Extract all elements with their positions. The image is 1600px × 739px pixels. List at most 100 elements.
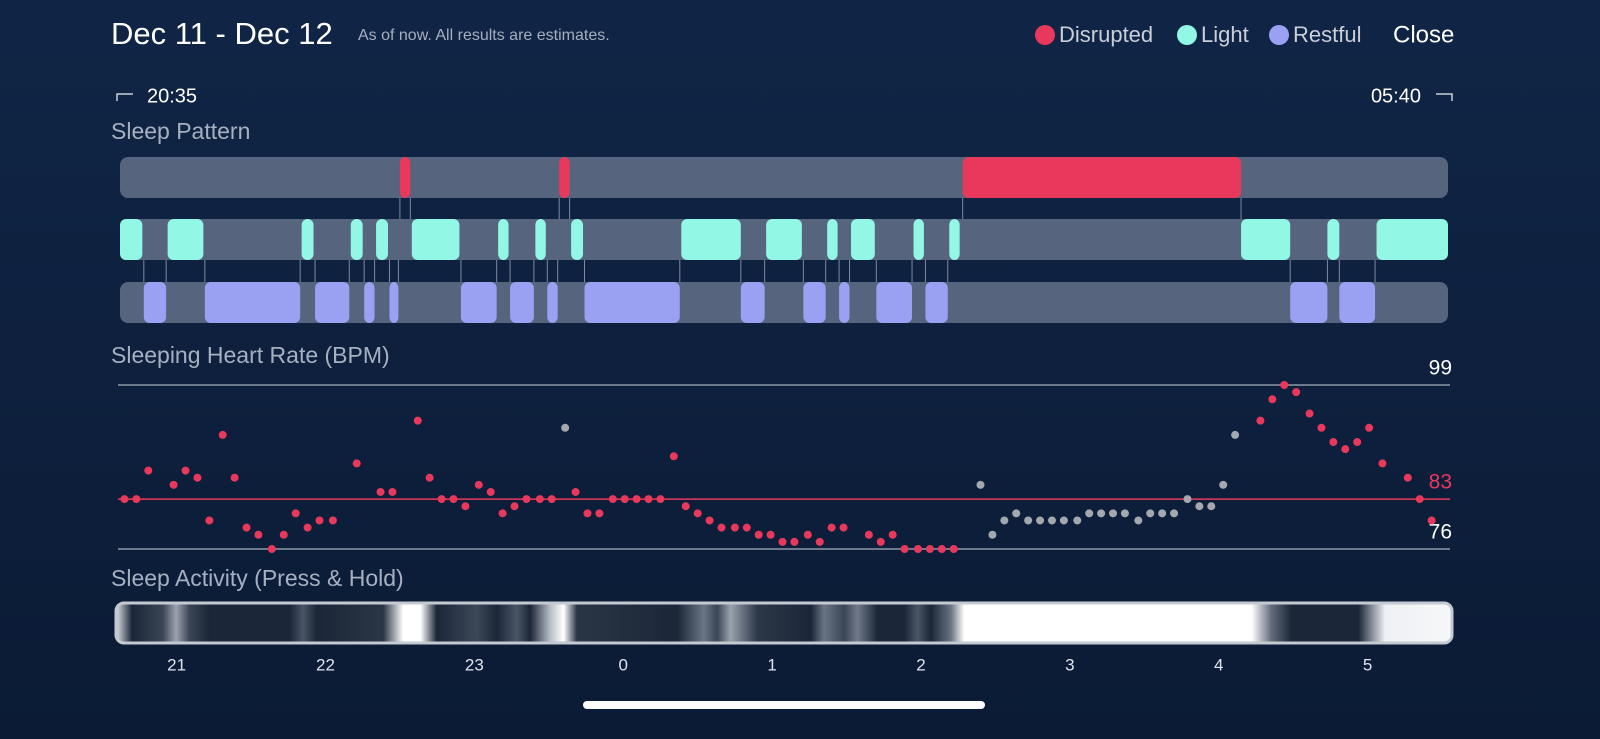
- heart-rate-point: [1158, 509, 1167, 518]
- y-tick-label: 99: [1429, 357, 1452, 380]
- end-time: 05:40: [1371, 85, 1421, 107]
- heart-rate-point: [437, 495, 446, 504]
- stage-segment: [350, 219, 363, 260]
- heart-rate-point: [913, 545, 922, 553]
- heart-rate-point: [976, 480, 985, 489]
- heart-rate-point: [486, 487, 495, 496]
- stage-segment: [315, 282, 350, 323]
- heart-rate-point: [376, 487, 385, 496]
- title: Dec 11 - Dec 12: [111, 16, 333, 51]
- heart-rate-point: [449, 495, 458, 504]
- heart-rate-point: [705, 516, 714, 525]
- legend-swatch: [1035, 25, 1055, 45]
- heart-rate-point: [291, 509, 300, 518]
- stage-segment: [389, 282, 399, 323]
- stage-segment: [1241, 219, 1291, 260]
- section-title: Sleep Activity (Press & Hold): [111, 565, 404, 591]
- x-tick-label: 2: [916, 655, 925, 674]
- heart-rate-point: [1097, 509, 1106, 518]
- heart-rate-point: [827, 523, 836, 532]
- heart-rate-point: [1059, 516, 1068, 525]
- heart-rate-point: [1109, 509, 1118, 518]
- heart-rate-point: [1073, 516, 1082, 525]
- heart-rate-point: [693, 509, 702, 518]
- legend-label: Light: [1201, 22, 1249, 47]
- heart-rate-point: [1195, 502, 1204, 511]
- stage-segment: [1339, 282, 1376, 323]
- y-tick-label: 83: [1429, 471, 1452, 494]
- legend-label: Restful: [1293, 22, 1361, 47]
- stage-segment: [913, 219, 924, 260]
- x-tick-label: 3: [1065, 655, 1074, 674]
- stage-segment: [120, 219, 143, 260]
- heart-rate-point: [1305, 409, 1314, 418]
- heart-rate-point: [1329, 438, 1338, 447]
- heart-rate-point: [1047, 516, 1056, 525]
- heart-rate-point: [1134, 516, 1143, 525]
- heart-rate-point: [510, 502, 519, 511]
- heart-rate-point: [1341, 445, 1350, 454]
- section-title: Sleeping Heart Rate (BPM): [111, 342, 390, 368]
- stage-segment: [681, 219, 741, 260]
- heart-rate-point: [988, 530, 997, 539]
- heart-rate-point: [144, 466, 153, 475]
- heart-rate-point: [876, 537, 885, 546]
- stage-segment: [584, 282, 680, 323]
- heart-rate-point: [1256, 416, 1265, 425]
- stage-segment: [925, 282, 948, 323]
- heart-rate-point: [888, 530, 897, 539]
- heart-rate-point: [900, 545, 909, 553]
- heart-rate-point: [474, 480, 483, 489]
- stage-track: [120, 157, 1448, 198]
- heart-rate-point: [425, 473, 434, 482]
- heart-rate-point: [352, 459, 361, 468]
- heart-rate-point: [1183, 495, 1192, 504]
- stage-segment: [1376, 219, 1448, 260]
- x-tick-label: 0: [618, 655, 627, 674]
- stage-segment: [876, 282, 913, 323]
- heart-rate-point: [1219, 480, 1228, 489]
- x-tick-label: 4: [1214, 655, 1223, 674]
- heart-rate-point: [279, 530, 288, 539]
- heart-rate-point: [1268, 395, 1277, 404]
- legend-swatch: [1177, 25, 1197, 45]
- stage-segment: [571, 219, 584, 260]
- heart-rate-point: [413, 416, 422, 425]
- stage-segment: [850, 219, 875, 260]
- heart-rate-point: [561, 423, 570, 432]
- stage-segment: [301, 219, 314, 260]
- heart-rate-point: [169, 480, 178, 489]
- heart-rate-point: [120, 495, 129, 504]
- heart-rate-point: [1280, 381, 1289, 389]
- heart-rate-point: [1170, 509, 1179, 518]
- heart-rate-point: [778, 537, 787, 546]
- heart-rate-point: [803, 530, 812, 539]
- heart-rate-point: [1403, 473, 1412, 482]
- heart-rate-point: [754, 530, 763, 539]
- stage-segment: [803, 282, 826, 323]
- heart-rate-point: [717, 523, 726, 532]
- close-button[interactable]: Close: [1393, 21, 1454, 48]
- heart-rate-point: [1085, 509, 1094, 518]
- activity-bar[interactable]: [114, 601, 1454, 645]
- heart-rate-point: [1024, 516, 1033, 525]
- heart-rate-point: [230, 473, 239, 482]
- heart-rate-point: [181, 466, 190, 475]
- heart-rate-point: [1415, 495, 1424, 504]
- heart-rate-point: [1012, 509, 1021, 518]
- stage-segment: [167, 219, 204, 260]
- heart-rate-point: [522, 495, 531, 504]
- stage-segment: [962, 157, 1242, 198]
- stage-segment: [535, 219, 546, 260]
- heart-rate-point: [193, 473, 202, 482]
- heart-rate-point: [547, 495, 556, 504]
- heart-rate-point: [1317, 423, 1326, 432]
- heart-rate-point: [949, 545, 958, 553]
- stage-segment: [559, 157, 570, 198]
- heart-rate-point: [1378, 459, 1387, 468]
- heart-rate-point: [937, 545, 946, 553]
- heart-rate-point: [620, 495, 629, 504]
- heart-rate-point: [571, 487, 580, 496]
